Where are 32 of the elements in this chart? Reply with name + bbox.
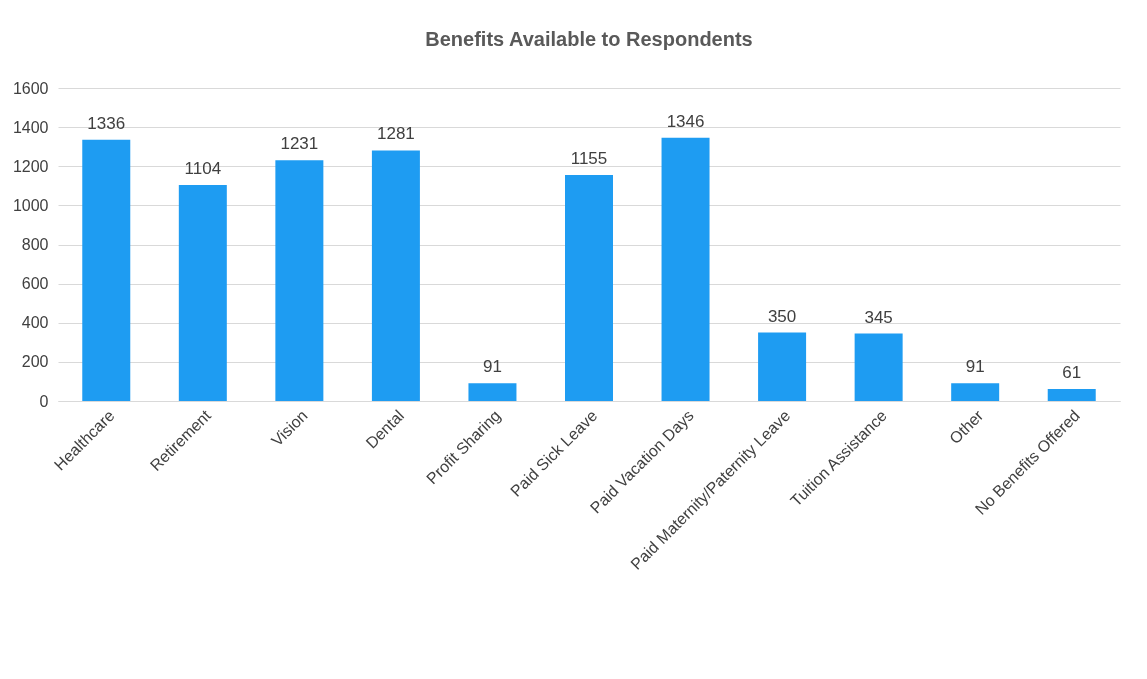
data-label: 1336 [87, 113, 126, 133]
data-label: 91 [965, 357, 985, 377]
y-tick-label: 1400 [12, 118, 49, 136]
data-label: 1155 [570, 149, 608, 169]
data-label: 1281 [377, 124, 415, 144]
bar [758, 332, 807, 401]
y-tick-label: 1000 [12, 196, 49, 214]
y-tick-label: 600 [21, 275, 49, 293]
bar [1047, 389, 1096, 401]
bar [854, 333, 903, 401]
data-label: 1231 [280, 134, 319, 154]
bar [661, 137, 710, 401]
bar [565, 175, 613, 401]
data-label: 350 [767, 306, 797, 326]
bar [82, 139, 131, 401]
y-tick-label: 800 [21, 236, 49, 253]
chart-title: Benefits Available to Respondents [425, 28, 753, 50]
y-tick-label: 0 [39, 392, 49, 410]
bar [468, 383, 517, 401]
bar [371, 150, 420, 401]
y-tick-label: 400 [21, 314, 49, 332]
y-tick-label: 200 [21, 353, 49, 371]
bar [951, 383, 1000, 401]
data-label: 61 [1062, 363, 1082, 383]
bar [178, 185, 227, 401]
data-label: 1104 [184, 159, 222, 179]
y-tick-label: 1600 [12, 79, 49, 97]
data-label: 91 [482, 357, 502, 377]
bar [275, 160, 324, 401]
y-tick-label: 1200 [12, 157, 49, 175]
data-label: 345 [864, 307, 893, 327]
data-label: 1346 [666, 111, 705, 131]
